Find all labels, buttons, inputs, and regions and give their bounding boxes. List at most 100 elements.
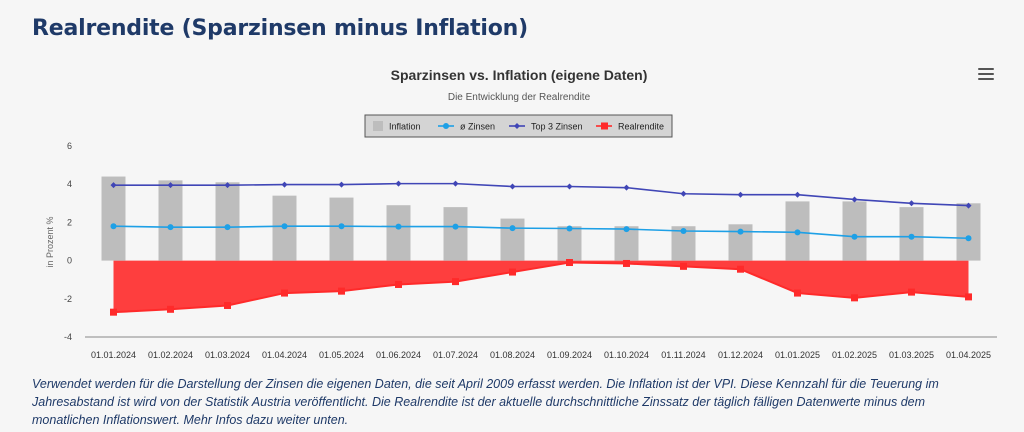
avg-interest-point xyxy=(623,226,630,233)
top3-interest-point xyxy=(566,183,573,190)
avg-interest-line xyxy=(113,225,969,240)
top3-interest-point xyxy=(281,181,288,188)
realrendite-point xyxy=(965,293,972,301)
avg-interest-point xyxy=(110,223,117,230)
avg-interest-point xyxy=(851,233,858,240)
x-tick-label: 01.01.2025 xyxy=(775,350,820,360)
y-tick-label: 6 xyxy=(67,141,72,151)
realrendite-point xyxy=(281,289,288,297)
x-tick-label: 01.04.2025 xyxy=(946,350,991,360)
x-tick-label: 01.06.2024 xyxy=(376,350,421,360)
inflation-bar xyxy=(842,201,867,261)
y-tick-label: 2 xyxy=(67,217,72,227)
legend-symbol-inflation xyxy=(373,121,383,131)
realrendite-point xyxy=(794,289,801,297)
realrendite-point xyxy=(224,301,231,309)
chart-title: Sparzinsen vs. Inflation (eigene Daten) xyxy=(391,67,648,83)
x-tick-label: 01.05.2024 xyxy=(319,350,364,360)
x-tick-label: 01.03.2025 xyxy=(889,350,934,360)
inflation-bar xyxy=(386,205,411,261)
inflation-bar xyxy=(215,182,240,261)
realrendite-point xyxy=(623,259,630,267)
top3-interest-point xyxy=(908,200,915,207)
legend-item-label: Top 3 Zinsen xyxy=(531,122,583,132)
top3-interest-point xyxy=(167,182,174,189)
avg-interest-point xyxy=(452,223,459,230)
y-tick-label: 4 xyxy=(67,179,72,189)
top3-interest-point xyxy=(509,183,516,190)
top3-interest-point xyxy=(851,196,858,203)
realrendite-point xyxy=(566,259,573,267)
x-axis: 01.01.2024 01.02.2024 01.03.2024 01.04.2024… xyxy=(91,350,991,360)
y-axis-title: in Prozent % xyxy=(45,216,55,267)
avg-interest-point xyxy=(794,229,801,236)
x-tick-label: 01.04.2024 xyxy=(262,350,307,360)
top3-interest-point xyxy=(452,180,459,187)
x-tick-label: 01.12.2024 xyxy=(718,350,763,360)
avg-interest-point xyxy=(338,223,345,230)
top3-interest-point xyxy=(395,180,402,187)
inflation-bar xyxy=(158,180,183,261)
inflation-bar xyxy=(101,176,126,261)
top3-interest-point xyxy=(338,181,345,188)
realrendite-point xyxy=(452,278,459,286)
x-tick-label: 01.11.2024 xyxy=(661,350,705,360)
legend-item-label: Realrendite xyxy=(618,122,664,132)
avg-interest-point xyxy=(965,235,972,242)
top3-interest-line xyxy=(113,182,969,207)
realrendite-point xyxy=(338,287,345,295)
top3-interest-point xyxy=(680,190,687,197)
inflation-bar xyxy=(443,207,468,261)
realrendite-point xyxy=(851,294,858,302)
realrendite-point xyxy=(110,308,117,316)
avg-interest-point xyxy=(566,225,573,232)
chart-svg: Sparzinsen vs. Inflation (eigene Daten) … xyxy=(45,67,997,360)
legend-marker xyxy=(601,122,608,130)
avg-interest-point xyxy=(509,225,516,232)
avg-interest-point xyxy=(281,223,288,230)
chart-legend: Inflation ø Zinsen Top 3 Zinsen Realrendite xyxy=(364,114,673,138)
avg-interest-point xyxy=(737,228,744,235)
avg-interest-point xyxy=(908,233,915,240)
x-tick-label: 01.01.2024 xyxy=(91,350,136,360)
inflation-bar xyxy=(557,226,582,261)
realrendite-area xyxy=(113,260,969,313)
realrendite-area-layer xyxy=(113,260,969,313)
page-heading: Realrendite (Sparzinsen minus Inflation) xyxy=(32,16,528,41)
legend-marker xyxy=(443,123,449,129)
avg-interest-point xyxy=(680,227,687,234)
y-axis: 6 4 2 0 -2 -4 xyxy=(64,141,72,342)
legend-item-label: ø Zinsen xyxy=(460,122,495,132)
avg-interest-point xyxy=(167,224,174,231)
avg-interest-point xyxy=(395,223,402,230)
realrendite-point xyxy=(737,265,744,273)
x-tick-label: 01.02.2024 xyxy=(148,350,193,360)
x-tick-label: 01.02.2025 xyxy=(832,350,877,360)
x-tick-label: 01.07.2024 xyxy=(433,350,478,360)
realrendite-point xyxy=(395,280,402,288)
avg-interest-point xyxy=(224,224,231,231)
y-tick-label: -4 xyxy=(64,332,72,342)
x-tick-label: 01.09.2024 xyxy=(547,350,592,360)
top3-interest-point xyxy=(623,184,630,191)
x-tick-label: 01.10.2024 xyxy=(604,350,649,360)
legend-marker xyxy=(514,123,520,129)
hamburger-menu-icon[interactable] xyxy=(978,68,994,82)
line-series-layer xyxy=(110,180,972,316)
realrendite-point xyxy=(680,262,687,270)
x-tick-label: 01.08.2024 xyxy=(490,350,535,360)
top3-interest-point xyxy=(794,191,801,198)
top3-interest-point xyxy=(737,191,744,198)
top3-interest-point xyxy=(965,202,972,209)
realrendite-line xyxy=(113,261,969,314)
inflation-bar xyxy=(500,218,525,261)
y-tick-label: -2 xyxy=(64,294,72,304)
top3-interest-point xyxy=(224,182,231,189)
x-tick-label: 01.03.2024 xyxy=(205,350,250,360)
inflation-bar-layer xyxy=(101,176,981,261)
footnote-text: Verwendet werden für die Darstellung der… xyxy=(32,377,939,427)
realrendite-point xyxy=(509,268,516,276)
y-tick-label: 0 xyxy=(67,256,72,266)
chart-subtitle: Die Entwicklung der Realrendite xyxy=(448,92,591,103)
realrendite-point xyxy=(167,305,174,313)
